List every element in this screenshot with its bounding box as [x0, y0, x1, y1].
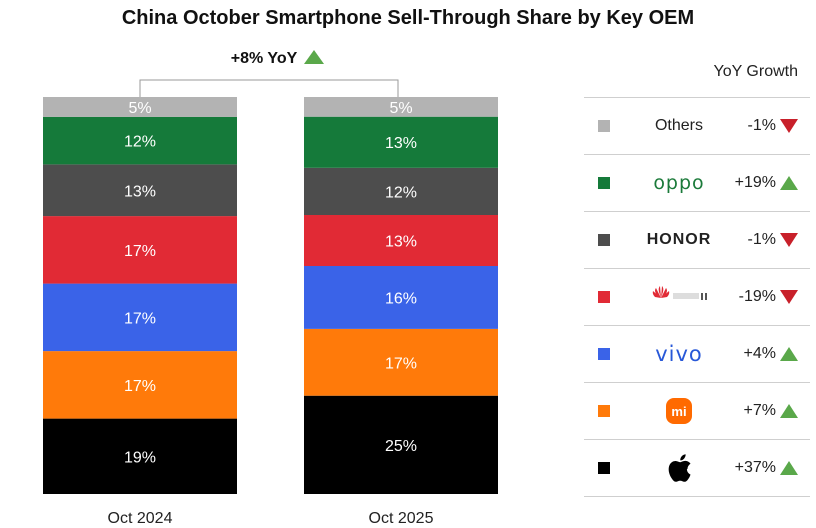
- bar-segment-xiaomi-1: [43, 351, 237, 419]
- bar-label-huawei-1: 17%: [124, 243, 156, 260]
- bar-label-xiaomi-1: 17%: [124, 378, 156, 395]
- bar-label-oppo-1: 12%: [124, 134, 156, 151]
- x-axis-label-2: Oct 2025: [369, 510, 434, 527]
- bar-label-apple-2: 25%: [385, 438, 417, 455]
- up-arrow-icon: [780, 404, 798, 418]
- bar-segment-oppo-1: [43, 116, 237, 165]
- legend-brand-others: Others: [624, 98, 734, 154]
- bar-segment-others-2: [304, 97, 498, 117]
- down-arrow-icon: [780, 290, 798, 304]
- apple-logo-icon: [624, 440, 734, 496]
- legend-row-honor: HONOR -1%: [584, 212, 810, 269]
- legend-yoy-value: -19%: [738, 288, 776, 305]
- bar-label-huawei-2: 13%: [385, 234, 417, 251]
- chart-title: China October Smartphone Sell-Through Sh…: [122, 7, 694, 29]
- bar-label-others-1: 5%: [128, 100, 151, 117]
- xiaomi-logo-icon: mi: [666, 398, 692, 424]
- legend-row-xiaomi: mi +7%: [584, 383, 810, 440]
- down-arrow-icon: [780, 233, 798, 247]
- bar-segment-apple-2: [304, 395, 498, 494]
- legend: Others -1% oppo +19% HONOR -1% -19% vivo +4% mi +7…: [584, 97, 810, 497]
- yoy-annotation-up-arrow-icon: [304, 50, 324, 64]
- legend-yoy-value: -1%: [747, 117, 776, 134]
- legend-swatch: [598, 348, 610, 360]
- legend-swatch: [598, 462, 610, 474]
- bar-segment-honor-2: [304, 167, 498, 215]
- legend-row-vivo: vivo +4%: [584, 326, 810, 383]
- bar-label-xiaomi-2: 17%: [385, 355, 417, 372]
- bar-label-others-2: 5%: [389, 100, 412, 117]
- down-arrow-icon: [780, 119, 798, 133]
- bar-segment-huawei-1: [43, 216, 237, 284]
- legend-row-others: Others -1%: [584, 97, 810, 155]
- bar-segment-oppo-2: [304, 116, 498, 168]
- legend-swatch: [598, 405, 610, 417]
- bar-segment-vivo-1: [43, 283, 237, 352]
- legend-brand-label: HONOR: [646, 231, 712, 248]
- legend-yoy-value: +7%: [743, 402, 776, 419]
- legend-brand-label: vivo: [655, 342, 703, 366]
- bar-label-vivo-2: 16%: [385, 291, 417, 308]
- up-arrow-icon: [780, 461, 798, 475]
- legend-yoy-value: +37%: [734, 459, 776, 476]
- bar-label-oppo-2: 13%: [385, 135, 417, 152]
- bar-label-honor-2: 12%: [385, 184, 417, 201]
- legend-yoy-value: +4%: [743, 345, 776, 362]
- x-axis-labels: Oct 2024 Oct 2025: [108, 510, 434, 527]
- bars-group: 19% 17% 17% 17% 13% 12% 5% 25% 17% 16% 13% 12% 13% 5%: [43, 97, 498, 494]
- legend-brand-oppo: oppo: [624, 155, 734, 211]
- huawei-logo-icon: [624, 269, 734, 325]
- legend-brand-label: oppo: [653, 172, 705, 194]
- legend-brand-honor: HONOR: [624, 212, 734, 268]
- legend-swatch: [598, 177, 610, 189]
- legend-yoy-value: -1%: [747, 231, 776, 248]
- legend-brand-label: Others: [654, 117, 703, 134]
- legend-row-oppo: oppo +19%: [584, 155, 810, 212]
- legend-swatch: [598, 291, 610, 303]
- bar-segment-huawei-2: [304, 214, 498, 266]
- legend-row-huawei: -19%: [584, 269, 810, 326]
- legend-row-apple: +37%: [584, 440, 810, 497]
- bar-label-apple-1: 19%: [124, 449, 156, 466]
- legend-brand-xiaomi: mi: [624, 383, 734, 439]
- x-axis-label-1: Oct 2024: [108, 510, 173, 527]
- legend-yoy-value: +19%: [734, 174, 776, 191]
- legend-swatch: [598, 234, 610, 246]
- up-arrow-icon: [780, 347, 798, 361]
- yoy-annotation: +8% YoY: [231, 50, 298, 67]
- up-arrow-icon: [780, 176, 798, 190]
- bar-segment-xiaomi-2: [304, 328, 498, 396]
- bar-segment-honor-1: [43, 164, 237, 217]
- legend-swatch: [598, 120, 610, 132]
- legend-title: YoY Growth: [713, 63, 799, 80]
- bar-segment-others-1: [43, 97, 237, 117]
- bar-segment-apple-1: [43, 418, 237, 494]
- bar-label-vivo-1: 17%: [124, 310, 156, 327]
- bar-segment-vivo-2: [304, 266, 498, 329]
- legend-brand-vivo: vivo: [624, 326, 734, 382]
- bar-label-honor-1: 13%: [124, 183, 156, 200]
